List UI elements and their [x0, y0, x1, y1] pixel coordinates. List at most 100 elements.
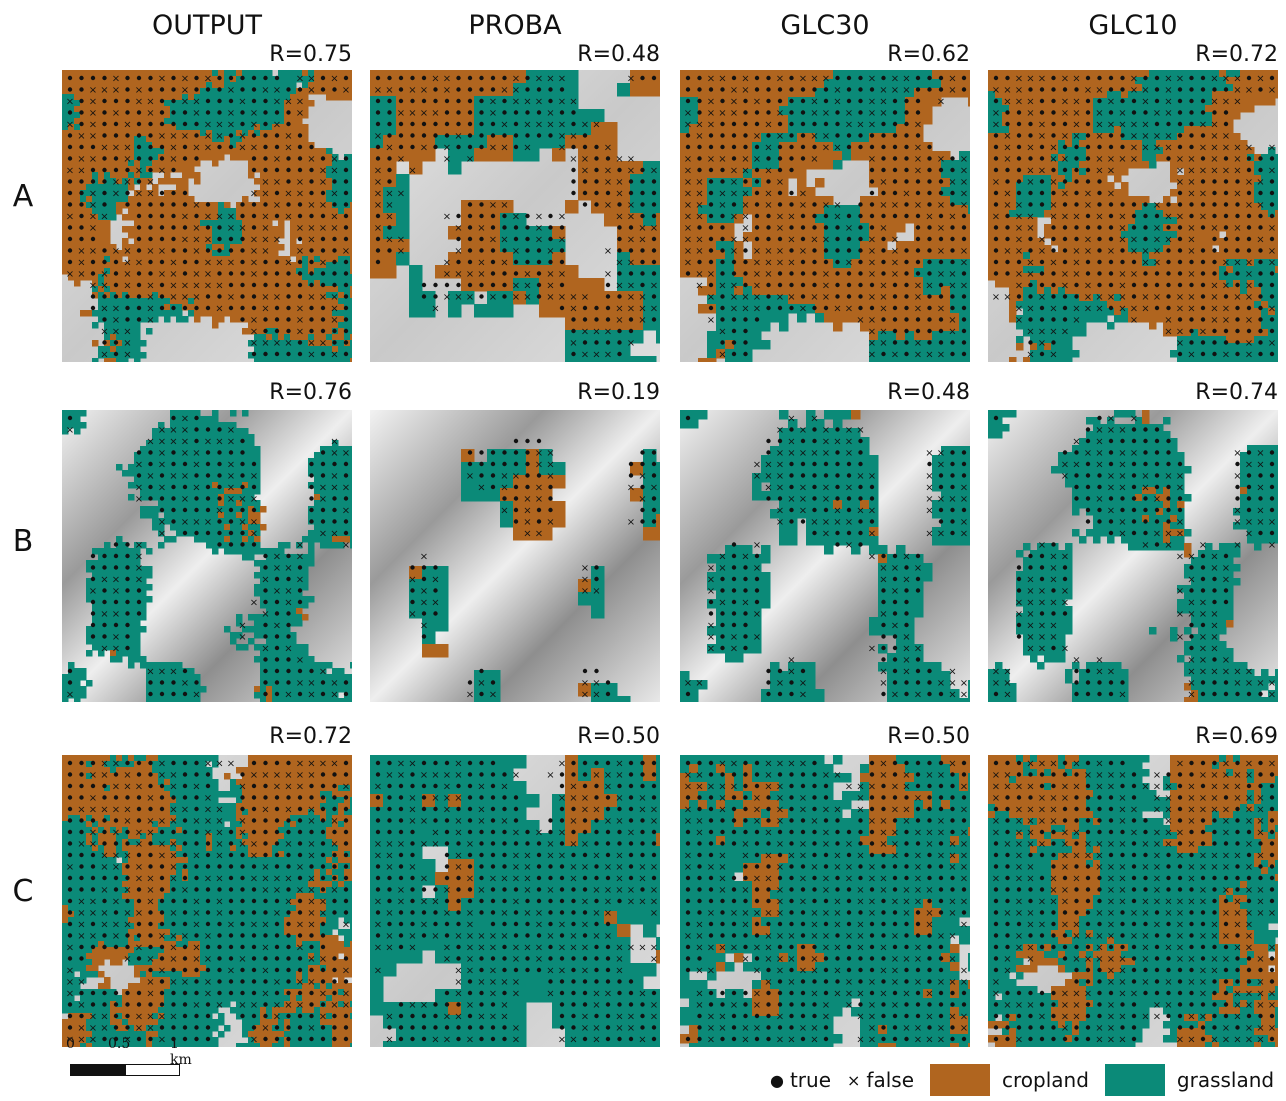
false-point: × [512, 74, 520, 85]
true-point [182, 202, 188, 207]
true-point [594, 190, 599, 196]
cropland-cell [869, 277, 879, 287]
false-point: × [558, 269, 566, 280]
grassland-cell [725, 178, 735, 188]
false-point: × [273, 120, 281, 131]
cropland-cell [278, 190, 285, 197]
grassland-cell [98, 316, 105, 323]
cropland-cell [230, 292, 237, 299]
grassland-cell [842, 151, 852, 161]
grassland-cell [242, 124, 249, 131]
cropland-cell [260, 130, 267, 137]
cropland-cell [134, 166, 141, 173]
grassland-cell [242, 88, 249, 95]
false-point: × [879, 97, 887, 108]
cropland-cell [290, 118, 297, 125]
cropland-cell [164, 154, 171, 161]
cropland-cell [698, 286, 708, 296]
true-point [823, 213, 829, 219]
cropland-cell [988, 70, 996, 78]
true-point [228, 282, 234, 288]
cropland-cell [896, 151, 906, 161]
cropland-cell [62, 190, 69, 197]
cropland-cell [689, 196, 699, 206]
grassland-cell [98, 184, 105, 191]
true-point [938, 340, 944, 345]
cropland-cell [122, 154, 129, 161]
cropland-cell [272, 178, 279, 185]
cropland-cell [332, 346, 339, 353]
true-point [881, 351, 886, 357]
cropland-cell [200, 298, 207, 305]
grassland-cell [134, 358, 141, 362]
cropland-cell [383, 265, 397, 279]
cropland-cell [182, 214, 189, 221]
cropland-cell [995, 70, 1003, 78]
true-point [938, 179, 944, 184]
true-point [858, 202, 863, 207]
cropland-cell [905, 250, 915, 260]
true-point [640, 75, 645, 81]
cropland-cell [448, 265, 462, 279]
cropland-cell [1002, 91, 1010, 99]
false-point: × [261, 189, 269, 200]
cropland-cell [80, 118, 87, 125]
cropland-cell [116, 100, 123, 107]
cropland-cell [734, 259, 744, 269]
grassland-cell [950, 304, 960, 314]
grassland-cell [104, 268, 111, 275]
true-point [148, 75, 153, 81]
false-point: × [650, 304, 658, 315]
cropland-cell [80, 256, 87, 263]
r-value-b-proba: R=0.19 [577, 380, 660, 405]
cropland-cell [1212, 91, 1220, 99]
cropland-cell [152, 256, 159, 263]
cropland-cell [770, 70, 780, 80]
grassland-cell [218, 202, 225, 209]
cropland-cell [254, 190, 261, 197]
false-point: × [718, 281, 726, 292]
false-point: × [684, 154, 692, 165]
grassland-cell [1170, 77, 1178, 85]
cropland-cell [320, 292, 327, 299]
grassland-cell [887, 331, 897, 341]
cropland-cell [770, 124, 780, 134]
grassland-cell [932, 268, 942, 278]
false-point: × [707, 74, 715, 85]
false-point: × [284, 189, 292, 200]
grassland-cell [86, 184, 93, 191]
grassland-cell [833, 97, 843, 107]
cropland-cell [896, 331, 906, 341]
cropland-cell [604, 174, 618, 188]
true-point [513, 236, 519, 242]
cropland-cell [941, 295, 951, 305]
true-point [950, 202, 955, 207]
true-point [927, 87, 932, 92]
grassland-cell [176, 310, 183, 317]
grassland-cell [176, 106, 183, 113]
grassland-cell [254, 94, 261, 101]
cropland-cell [194, 136, 201, 143]
true-point [263, 271, 268, 276]
cropland-cell [272, 280, 279, 287]
cropland-cell [170, 160, 177, 167]
true-point [651, 259, 657, 265]
grassland-cell [656, 317, 660, 331]
false-point: × [330, 292, 338, 303]
cropland-cell [236, 262, 243, 269]
grassland-cell [842, 97, 852, 107]
cropland-cell [266, 334, 273, 341]
false-point: × [77, 166, 85, 177]
true-point [754, 225, 760, 230]
cropland-cell [254, 142, 261, 149]
cropland-cell [905, 151, 915, 161]
cropland-cell [725, 106, 735, 116]
cropland-cell [350, 250, 352, 257]
false-point: × [810, 97, 818, 108]
true-point [297, 271, 303, 276]
grassland-cell [344, 346, 351, 353]
cropland-cell [266, 148, 273, 155]
true-point [720, 317, 725, 322]
cropland-cell [680, 79, 690, 89]
true-point [892, 317, 898, 322]
